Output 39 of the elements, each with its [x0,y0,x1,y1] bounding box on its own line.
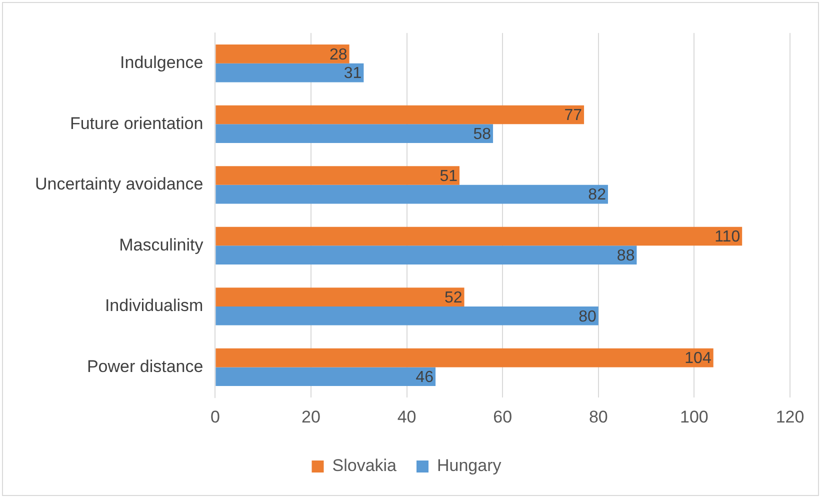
bar [216,124,494,143]
bar [216,348,714,368]
x-tick-label: 0 [210,407,220,426]
data-label: 28 [330,46,348,64]
bar [216,105,584,124]
y-tick-label: Future orientation [70,114,204,133]
bar [216,288,464,306]
legend-label: Hungary [437,456,502,476]
bar [216,63,364,82]
data-label: 46 [416,369,434,386]
x-tick-label: 20 [302,407,320,426]
legend-label: Slovakia [332,456,398,476]
y-tick-label: Individualism [104,296,204,316]
bar [216,44,350,64]
data-label: 82 [588,186,606,204]
y-tick-label: Indulgence [120,53,204,72]
data-label: 104 [684,350,712,368]
x-tick-label: 80 [588,407,608,426]
data-label: 77 [564,107,582,124]
y-tick-label: Masculinity [119,235,204,254]
bar [216,246,637,265]
data-label: 52 [444,289,462,306]
y-tick-label: Uncertainty avoidance [34,174,204,194]
x-tick-label: 100 [680,407,708,426]
data-label: 31 [344,65,362,82]
data-label: 88 [616,248,635,265]
y-tick-label: Power distance [86,356,204,376]
bar [216,226,742,246]
x-tick-label: 120 [776,407,804,426]
bar [216,306,598,326]
x-tick-label: 40 [397,407,416,426]
data-label: 110 [714,228,740,246]
bar [216,367,436,386]
data-label: 58 [473,126,492,143]
bar [216,166,460,185]
data-label: 51 [440,168,458,185]
data-label: 80 [578,308,597,326]
bar [216,184,608,204]
x-tick-label: 60 [493,407,512,426]
